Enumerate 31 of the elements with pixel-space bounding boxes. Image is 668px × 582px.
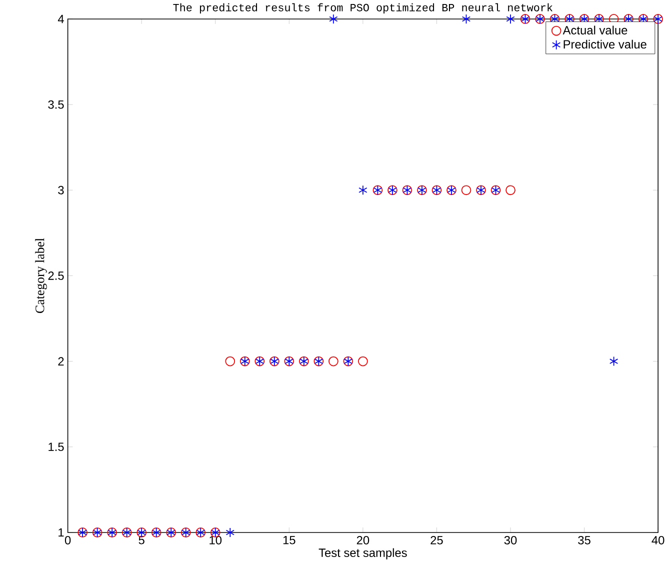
point <box>226 527 234 538</box>
y-tick-label: 2.5 <box>48 271 64 280</box>
point <box>461 185 472 195</box>
point <box>328 356 338 366</box>
x-tick-label: 40 <box>652 536 664 544</box>
x-tick-label: 0 <box>64 536 71 544</box>
x-tick-label: 15 <box>283 536 296 544</box>
x-tick-label: 35 <box>578 536 590 544</box>
y-tick-label: 3 <box>58 186 64 194</box>
point <box>506 14 515 24</box>
point <box>506 185 516 195</box>
y-tick-label: 4 <box>58 14 64 23</box>
x-tick-label: 25 <box>430 536 443 544</box>
point <box>329 14 338 24</box>
x-tick-label: 10 <box>210 536 222 544</box>
y-tick-label: 1 <box>58 528 64 536</box>
legend-label: Actual value <box>562 26 628 34</box>
point <box>225 356 236 366</box>
point <box>462 14 471 24</box>
y-tick-label: 2 <box>58 356 64 366</box>
chart-title: The predicted results from PSO optimized BP neural network <box>173 3 552 14</box>
y-tick-label: 1.5 <box>48 442 64 451</box>
point <box>358 356 368 366</box>
x-tick-label: 20 <box>356 536 370 544</box>
point <box>358 185 368 195</box>
point <box>609 356 618 366</box>
y-axis-title: Category label <box>35 238 47 313</box>
y-tick-label: 3.5 <box>48 100 64 109</box>
legend-label: Predictive value <box>564 40 646 48</box>
x-tick-label: 30 <box>504 536 517 544</box>
x-axis-title: Test set samples <box>318 548 407 560</box>
